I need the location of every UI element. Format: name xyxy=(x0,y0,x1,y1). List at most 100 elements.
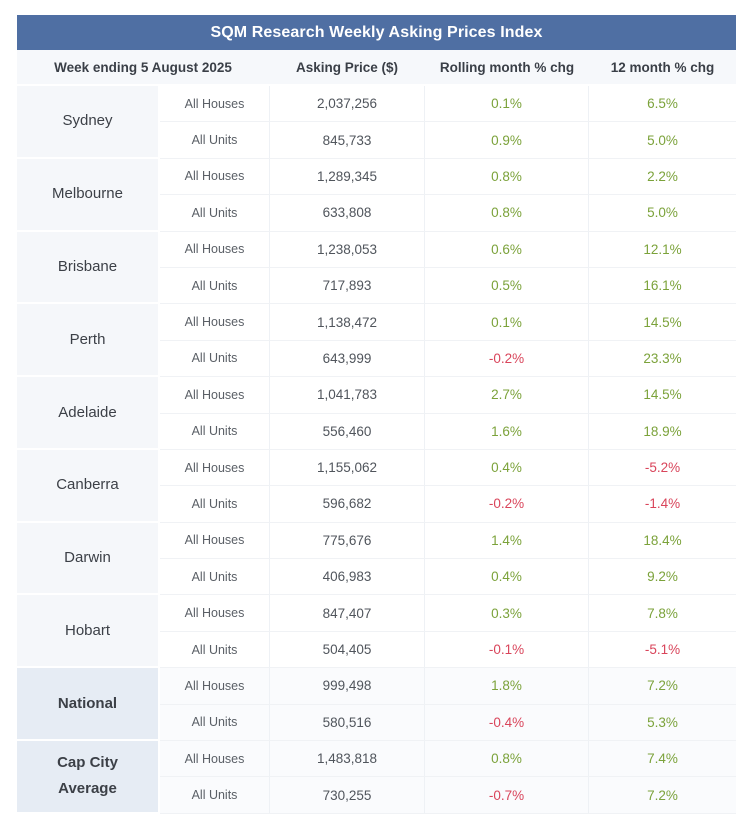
table-row: Canberra All Houses 1,155,062 0.4% -5.2% xyxy=(17,449,736,523)
annual-change: -1.4% xyxy=(589,486,736,523)
asking-price-cell: 717,893 xyxy=(269,267,425,305)
table-row: Melbourne All Houses 1,289,345 0.8% 2.2% xyxy=(17,158,736,232)
rolling-month-change: -0.7% xyxy=(425,777,589,814)
annual-change: -5.1% xyxy=(589,632,736,669)
city-name: Cap City Average xyxy=(17,741,160,814)
property-type: All Houses xyxy=(160,86,269,123)
rolling-month-change: 0.8% xyxy=(425,195,589,232)
rolling-month-change: 0.1% xyxy=(425,86,589,123)
annual-change: 7.2% xyxy=(589,668,736,705)
property-type: All Houses xyxy=(160,450,269,487)
rolling-month-change: -0.1% xyxy=(425,631,589,669)
asking-price-cell: 1,155,062 xyxy=(269,449,425,487)
rolling-month-change: 0.1% xyxy=(425,304,589,341)
city-name: Melbourne xyxy=(17,158,160,232)
table-row: Hobart All Houses 847,407 0.3% 7.8% xyxy=(17,595,736,669)
city-name: Adelaide xyxy=(17,377,160,450)
table-row: All Units 633,808 0.8% 5.0% xyxy=(17,195,736,232)
header-week: Week ending 5 August 2025 xyxy=(17,50,269,86)
table-title: SQM Research Weekly Asking Prices Index xyxy=(17,15,736,50)
asking-price-cell: 596,682 xyxy=(269,486,425,523)
annual-change: 5.0% xyxy=(589,195,736,232)
asking-price-cell: 847,407 xyxy=(269,595,425,632)
rolling-month-change: -0.2% xyxy=(425,486,589,523)
annual-change: 6.5% xyxy=(589,86,736,123)
asking-price-cell: 730,255 xyxy=(269,777,425,814)
price-index-panel: SQM Research Weekly Asking Prices Index … xyxy=(17,15,736,814)
table-row: Brisbane All Houses 1,238,053 0.6% 12.1% xyxy=(17,231,736,305)
asking-price-cell: 775,676 xyxy=(269,522,425,560)
property-type: All Houses xyxy=(160,304,269,341)
annual-change: 14.5% xyxy=(589,304,736,341)
table-row: All Units 556,460 1.6% 18.9% xyxy=(17,413,736,450)
property-type: All Houses xyxy=(160,523,269,560)
asking-price-cell: 1,483,818 xyxy=(269,741,425,778)
header-12-month: 12 month % chg xyxy=(589,50,736,86)
city-label: Perth xyxy=(69,330,106,348)
annual-change: 23.3% xyxy=(589,341,736,378)
property-type: All Units xyxy=(160,704,269,742)
property-type: All Units xyxy=(160,486,269,523)
table-row: Sydney All Houses 2,037,256 0.1% 6.5% xyxy=(17,86,736,159)
city-name: Darwin xyxy=(17,522,160,596)
annual-change: 7.8% xyxy=(589,595,736,632)
asking-prices-table: Week ending 5 August 2025 Asking Price (… xyxy=(17,50,736,814)
table-row: Adelaide All Houses 1,041,783 2.7% 14.5% xyxy=(17,377,736,450)
asking-price-cell: 633,808 xyxy=(269,195,425,232)
property-type: All Units xyxy=(160,559,269,596)
rolling-month-change: 0.4% xyxy=(425,449,589,487)
asking-price-cell: 643,999 xyxy=(269,340,425,378)
table-body: Sydney All Houses 2,037,256 0.1% 6.5% All Uni… xyxy=(17,86,736,814)
table-row: All Units 845,733 0.9% 5.0% xyxy=(17,122,736,159)
asking-price-cell: 1,238,053 xyxy=(269,231,425,268)
rolling-month-change: 0.8% xyxy=(425,741,589,778)
property-type: All Houses xyxy=(160,159,269,196)
rolling-month-change: 2.7% xyxy=(425,377,589,414)
table-row: National All Houses 999,498 1.8% 7.2% xyxy=(17,668,736,742)
rolling-month-change: 0.9% xyxy=(425,122,589,159)
asking-price-cell: 999,498 xyxy=(269,668,425,705)
table-row: All Units 580,516 -0.4% 5.3% xyxy=(17,704,736,742)
property-type: All Units xyxy=(160,122,269,159)
header-asking-price: Asking Price ($) xyxy=(269,50,425,86)
rolling-month-change: 1.4% xyxy=(425,522,589,560)
annual-change: -5.2% xyxy=(589,450,736,487)
property-type: All Houses xyxy=(160,668,269,705)
table-row: All Units 504,405 -0.1% -5.1% xyxy=(17,631,736,669)
property-type: All Units xyxy=(160,414,269,450)
annual-change: 7.2% xyxy=(589,777,736,814)
city-name: Canberra xyxy=(17,449,160,523)
rolling-month-change: 0.5% xyxy=(425,267,589,305)
rolling-month-change: 0.3% xyxy=(425,595,589,632)
city-label: Darwin xyxy=(64,549,111,567)
rolling-month-change: -0.2% xyxy=(425,340,589,378)
city-label: Canberra xyxy=(56,476,119,494)
city-name: Brisbane xyxy=(17,231,160,305)
rolling-month-change: -0.4% xyxy=(425,704,589,742)
city-label: Sydney xyxy=(62,112,113,130)
annual-change: 7.4% xyxy=(589,741,736,778)
property-type: All Units xyxy=(160,632,269,669)
asking-price-cell: 1,138,472 xyxy=(269,304,425,341)
rolling-month-change: 1.8% xyxy=(425,668,589,705)
asking-price-cell: 580,516 xyxy=(269,704,425,742)
rolling-month-change: 0.6% xyxy=(425,231,589,268)
annual-change: 5.3% xyxy=(589,704,736,742)
rolling-month-change: 0.4% xyxy=(425,559,589,596)
asking-price-cell: 845,733 xyxy=(269,122,425,159)
annual-change: 5.0% xyxy=(589,122,736,159)
asking-price-cell: 504,405 xyxy=(269,631,425,669)
table-row: All Units 643,999 -0.2% 23.3% xyxy=(17,340,736,378)
city-name: Perth xyxy=(17,304,160,378)
annual-change: 18.4% xyxy=(589,523,736,560)
property-type: All Units xyxy=(160,341,269,378)
annual-change: 9.2% xyxy=(589,559,736,596)
property-type: All Units xyxy=(160,777,269,814)
city-label: Cap City Average xyxy=(57,754,118,798)
table-row: Cap City Average All Houses 1,483,818 0.8% 7… xyxy=(17,741,736,814)
table-row: All Units 730,255 -0.7% 7.2% xyxy=(17,777,736,814)
asking-price-cell: 556,460 xyxy=(269,413,425,450)
annual-change: 14.5% xyxy=(589,377,736,414)
annual-change: 16.1% xyxy=(589,268,736,305)
annual-change: 2.2% xyxy=(589,159,736,196)
